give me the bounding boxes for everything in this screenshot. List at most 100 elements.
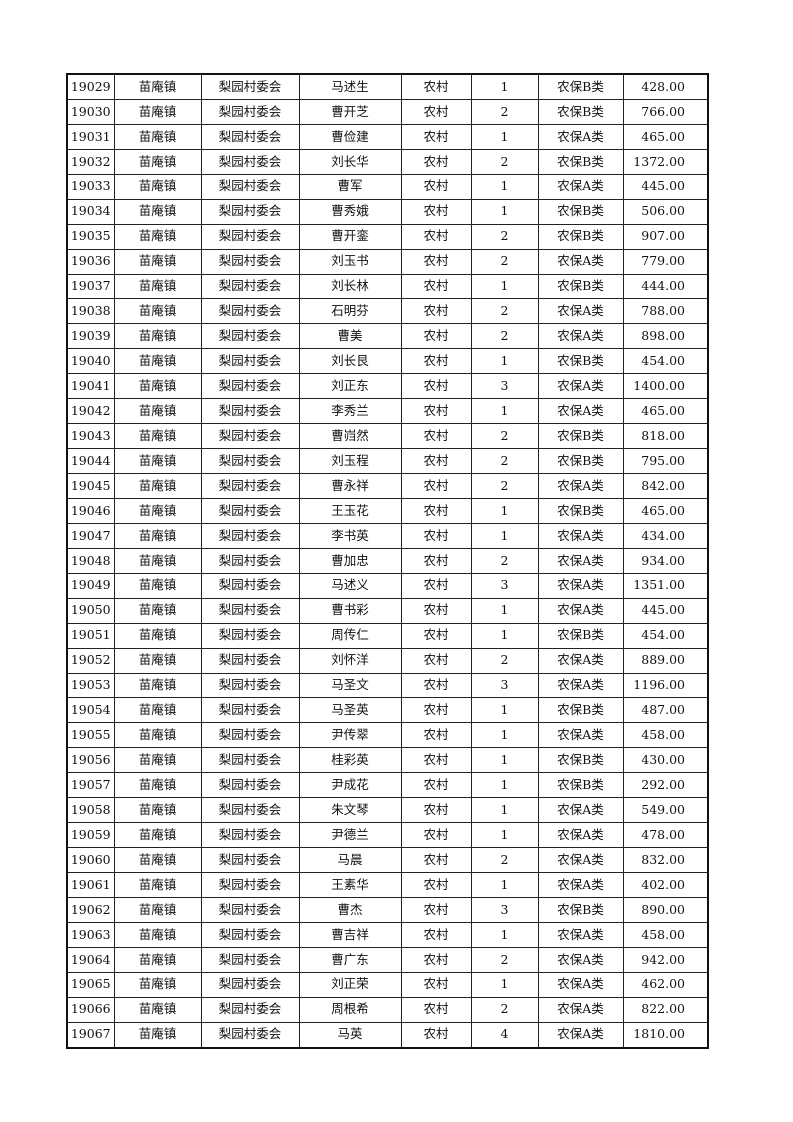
town-cell: 苗庵镇 — [113, 722, 202, 749]
id-cell: 19038 — [66, 298, 115, 325]
table-row: 19045 苗庵镇 梨园村委会 曹永祥 农村 2 农保A类 842.00 — [66, 473, 709, 499]
household-type-cell: 农村 — [400, 622, 472, 649]
name-cell: 曹杰 — [298, 896, 402, 923]
town-cell: 苗庵镇 — [113, 872, 202, 898]
town-cell: 苗庵镇 — [113, 697, 202, 724]
category-cell: 农保A类 — [537, 722, 624, 749]
village-committee-cell: 梨园村委会 — [200, 497, 300, 524]
name-cell: 曹俭建 — [298, 123, 402, 150]
id-cell: 19031 — [66, 123, 115, 150]
amount-cell: 1196.00 — [622, 672, 709, 699]
village-committee-cell: 梨园村委会 — [200, 747, 300, 774]
town-cell: 苗庵镇 — [113, 423, 202, 450]
amount-cell: 822.00 — [622, 996, 709, 1023]
village-committee-cell: 梨园村委会 — [200, 223, 300, 250]
amount-cell: 898.00 — [622, 323, 709, 350]
name-cell: 曹书彩 — [298, 597, 402, 624]
village-committee-cell: 梨园村委会 — [200, 996, 300, 1023]
table-row: 19030 苗庵镇 梨园村委会 曹开芝 农村 2 农保B类 766.00 — [66, 98, 709, 125]
village-committee-cell: 梨园村委会 — [200, 547, 300, 574]
category-cell: 农保B类 — [537, 148, 624, 175]
category-cell: 农保A类 — [537, 572, 624, 599]
id-cell: 19062 — [66, 896, 115, 923]
village-committee-cell: 梨园村委会 — [200, 98, 300, 125]
amount-cell: 458.00 — [622, 921, 709, 948]
household-type-cell: 农村 — [400, 597, 472, 624]
amount-cell: 549.00 — [622, 797, 709, 824]
category-cell: 农保A类 — [537, 647, 624, 674]
table-row: 19037 苗庵镇 梨园村委会 刘长林 农村 1 农保B类 444.00 — [66, 273, 709, 300]
household-size-cell: 1 — [470, 348, 539, 375]
category-cell: 农保A类 — [537, 323, 624, 350]
table-row: 19063 苗庵镇 梨园村委会 曹吉祥 农村 1 农保A类 458.00 — [66, 921, 709, 948]
amount-cell: 506.00 — [622, 198, 709, 225]
town-cell: 苗庵镇 — [113, 248, 202, 275]
name-cell: 刘玉程 — [298, 448, 402, 474]
household-size-cell: 1 — [470, 971, 539, 998]
category-cell: 农保B类 — [537, 423, 624, 450]
town-cell: 苗庵镇 — [113, 398, 202, 425]
town-cell: 苗庵镇 — [113, 497, 202, 524]
town-cell: 苗庵镇 — [113, 572, 202, 599]
household-type-cell: 农村 — [400, 672, 472, 699]
id-cell: 19029 — [66, 73, 115, 100]
household-size-cell: 1 — [470, 822, 539, 849]
category-cell: 农保A类 — [537, 822, 624, 849]
name-cell: 李秀兰 — [298, 398, 402, 425]
name-cell: 刘玉书 — [298, 248, 402, 275]
household-size-cell: 1 — [470, 123, 539, 150]
category-cell: 农保A类 — [537, 597, 624, 624]
id-cell: 19061 — [66, 872, 115, 898]
household-size-cell: 2 — [470, 847, 539, 873]
category-cell: 农保B类 — [537, 73, 624, 100]
household-type-cell: 农村 — [400, 348, 472, 375]
household-type-cell: 农村 — [400, 522, 472, 549]
town-cell: 苗庵镇 — [113, 847, 202, 873]
id-cell: 19042 — [66, 398, 115, 425]
amount-cell: 465.00 — [622, 497, 709, 524]
category-cell: 农保A类 — [537, 298, 624, 325]
amount-cell: 942.00 — [622, 946, 709, 973]
id-cell: 19036 — [66, 248, 115, 275]
name-cell: 尹德兰 — [298, 822, 402, 849]
household-type-cell: 农村 — [400, 98, 472, 125]
name-cell: 曹秀娥 — [298, 198, 402, 225]
name-cell: 王玉花 — [298, 497, 402, 524]
village-committee-cell: 梨园村委会 — [200, 896, 300, 923]
amount-cell: 454.00 — [622, 348, 709, 375]
category-cell: 农保B类 — [537, 622, 624, 649]
table-row: 19047 苗庵镇 梨园村委会 李书英 农村 1 农保A类 434.00 — [66, 522, 709, 549]
household-size-cell: 1 — [470, 921, 539, 948]
category-cell: 农保A类 — [537, 921, 624, 948]
category-cell: 农保B类 — [537, 697, 624, 724]
town-cell: 苗庵镇 — [113, 223, 202, 250]
town-cell: 苗庵镇 — [113, 747, 202, 774]
household-size-cell: 1 — [470, 173, 539, 200]
town-cell: 苗庵镇 — [113, 323, 202, 350]
category-cell: 农保A类 — [537, 398, 624, 425]
id-cell: 19055 — [66, 722, 115, 749]
village-committee-cell: 梨园村委会 — [200, 73, 300, 100]
amount-cell: 1372.00 — [622, 148, 709, 175]
table-row: 19056 苗庵镇 梨园村委会 桂彩英 农村 1 农保B类 430.00 — [66, 747, 709, 774]
amount-cell: 465.00 — [622, 123, 709, 150]
id-cell: 19049 — [66, 572, 115, 599]
household-size-cell: 1 — [470, 872, 539, 898]
village-committee-cell: 梨园村委会 — [200, 672, 300, 699]
name-cell: 刘正东 — [298, 373, 402, 400]
household-size-cell: 2 — [470, 423, 539, 450]
town-cell: 苗庵镇 — [113, 822, 202, 849]
table-row: 19059 苗庵镇 梨园村委会 尹德兰 农村 1 农保A类 478.00 — [66, 822, 709, 849]
category-cell: 农保B类 — [537, 348, 624, 375]
amount-cell: 832.00 — [622, 847, 709, 873]
amount-cell: 766.00 — [622, 98, 709, 125]
table-row: 19031 苗庵镇 梨园村委会 曹俭建 农村 1 农保A类 465.00 — [66, 123, 709, 150]
amount-cell: 434.00 — [622, 522, 709, 549]
id-cell: 19034 — [66, 198, 115, 225]
table-row: 19033 苗庵镇 梨园村委会 曹军 农村 1 农保A类 445.00 — [66, 173, 709, 200]
category-cell: 农保B类 — [537, 273, 624, 300]
town-cell: 苗庵镇 — [113, 348, 202, 375]
name-cell: 刘长艮 — [298, 348, 402, 375]
category-cell: 农保A类 — [537, 173, 624, 200]
town-cell: 苗庵镇 — [113, 198, 202, 225]
